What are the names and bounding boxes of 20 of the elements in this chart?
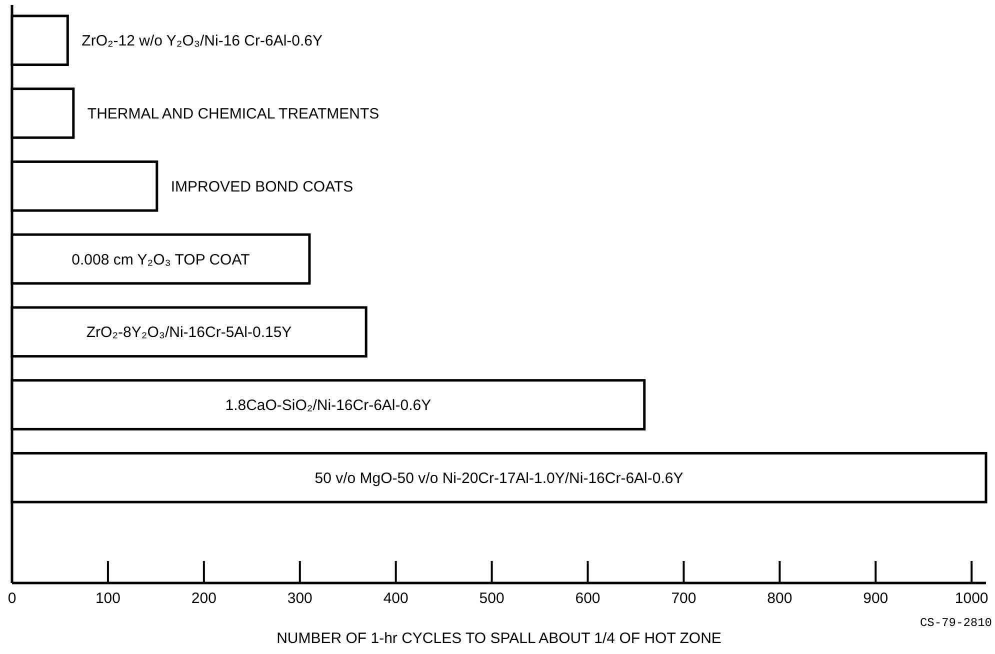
y-tick-label: THERMAL AND CHEMICAL TREATMENTS — [87, 105, 380, 122]
x-tick-label: 700 — [671, 590, 696, 607]
x-tick-label: 100 — [95, 590, 120, 607]
y-tick-label: ZrO₂-12 w/o Y₂O₃/Ni-16 Cr-6Al-0.6Y — [82, 32, 323, 50]
y-tick-label: 1.8CaO-SiO₂/Ni-16Cr-6Al-0.6Y — [225, 397, 432, 414]
y-tick-label: 0.008 cm Y₂O₃ TOP COAT — [72, 251, 250, 268]
x-tick-label: 400 — [383, 590, 408, 607]
text: CS-79-2810 — [920, 616, 992, 630]
x-tick-label: 600 — [575, 590, 600, 607]
x-tick-label: 900 — [863, 590, 888, 607]
x-axis-title: NUMBER OF 1-hr CYCLES TO SPALL ABOUT 1/4 OF HOT ZONE — [276, 630, 722, 647]
x-tick-label: 0 — [8, 590, 16, 607]
y-tick-label: 50 v/o MgO-50 v/o Ni-20Cr-17Al-1.0Y/Ni-16Cr-6Al-0.6Y — [314, 470, 684, 487]
x-tick-label: 200 — [191, 590, 216, 607]
y-tick-label: IMPROVED BOND COATS — [170, 178, 354, 196]
x-tick-label: 800 — [767, 590, 792, 607]
x-tick-label: 300 — [287, 590, 312, 607]
y-tick-label: ZrO₂-8Y₂O₃/Ni-16Cr-5Al-0.15Y — [86, 324, 292, 342]
x-tick-label: 500 — [479, 590, 504, 607]
x-tick-label: 1000 — [954, 590, 988, 607]
